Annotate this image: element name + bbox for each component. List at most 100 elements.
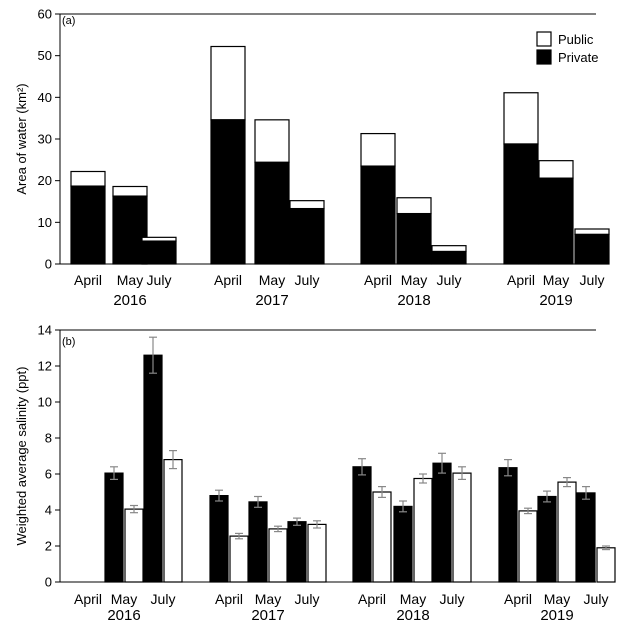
panel-a-y-tick-label: 40 — [38, 90, 52, 105]
panel-a-y-tick-label: 50 — [38, 48, 52, 63]
panel-a-month-label: July — [147, 272, 172, 288]
panel-b-y-tick-label: 0 — [45, 575, 52, 590]
panel-b-month-label: May — [111, 591, 137, 607]
panel-a-month-label: April — [74, 272, 102, 288]
private-bar — [70, 185, 106, 265]
public-bar — [289, 200, 325, 210]
private-bar — [574, 233, 610, 265]
panel-b-month-label: May — [400, 591, 426, 607]
private-bar — [289, 207, 325, 265]
panel-b-month-label: July — [295, 591, 320, 607]
panel-b-y-tick-label: 12 — [38, 359, 52, 374]
private-bar — [360, 165, 396, 265]
panel-b-month-label: July — [440, 591, 465, 607]
panel-b-month-label: July — [151, 591, 176, 607]
public-salinity-bar — [229, 535, 249, 583]
panel-b-y-tick-label: 4 — [45, 503, 52, 518]
panel-a-year-label: 2019 — [539, 292, 572, 309]
panel-b-year-label: 2018 — [396, 607, 429, 623]
panel-a-month-label: July — [580, 272, 605, 288]
public-bar — [396, 197, 432, 215]
panel-a-month-label: May — [401, 272, 427, 288]
private-salinity-bar — [104, 472, 124, 583]
public-bar — [503, 92, 539, 145]
panel-b-label: (b) — [62, 336, 75, 348]
panel-b-month-label: May — [544, 591, 570, 607]
private-salinity-bar — [287, 521, 307, 583]
private-salinity-bar — [352, 466, 372, 583]
panel-a-month-label: May — [117, 272, 143, 288]
panel-b-y-axis-title: Weighted average salinity (ppt) — [14, 367, 29, 546]
private-bar — [112, 195, 148, 265]
legend-label-private: Private — [558, 50, 598, 65]
panel-a-year-label: 2018 — [397, 292, 430, 309]
public-bar — [254, 119, 290, 163]
private-bar — [254, 161, 290, 265]
private-bar — [141, 240, 177, 265]
panel-a-y-tick-label: 60 — [38, 7, 52, 22]
public-salinity-bar — [268, 528, 288, 583]
panel-b-salinity: (b) Weighted average salinity (ppt) 0 2 4 6… — [14, 323, 616, 623]
public-salinity-bar — [452, 472, 472, 583]
panel-b-year-label: 2019 — [540, 607, 573, 623]
public-salinity-bar — [163, 459, 183, 583]
legend-swatch-public — [536, 31, 552, 47]
panel-b-y-tick-label: 2 — [45, 539, 52, 554]
public-salinity-bar — [518, 510, 538, 583]
private-salinity-bar — [498, 467, 518, 583]
panel-b-month-label: April — [74, 591, 102, 607]
panel-b-y-tick-label: 10 — [38, 395, 52, 410]
panel-b-y-tick-label: 6 — [45, 467, 52, 482]
public-bar — [431, 245, 467, 253]
panel-b-y-tick-label: 8 — [45, 431, 52, 446]
private-bar — [396, 212, 432, 265]
public-salinity-bar — [557, 481, 577, 583]
panel-a-y-tick-label: 30 — [38, 132, 52, 147]
panel-a-month-label: July — [437, 272, 462, 288]
private-bar — [538, 177, 574, 265]
panel-a-year-label: 2017 — [255, 292, 288, 309]
private-bar — [210, 119, 246, 265]
legend-label-public: Public — [558, 32, 594, 47]
panel-a-month-label: July — [295, 272, 320, 288]
private-bar — [503, 143, 539, 265]
private-salinity-bar — [143, 354, 163, 583]
panel-a-month-label: April — [214, 272, 242, 288]
private-salinity-bar — [393, 505, 413, 583]
panel-a-month-label: May — [259, 272, 285, 288]
public-bar — [210, 45, 246, 121]
panel-a-legend: Public Private — [536, 31, 598, 65]
private-salinity-bar — [209, 495, 229, 583]
public-bar — [360, 132, 396, 167]
panel-a-y-tick-label: 0 — [45, 257, 52, 272]
public-bar — [574, 228, 610, 236]
panel-a-year-label: 2016 — [113, 292, 146, 309]
panel-a-month-label: April — [364, 272, 392, 288]
public-salinity-bar — [124, 508, 144, 583]
panel-b-month-label: July — [584, 591, 609, 607]
panel-b-month-label: April — [358, 591, 386, 607]
panel-a-y-tick-label: 10 — [38, 215, 52, 230]
legend-swatch-private — [536, 49, 552, 65]
private-salinity-bar — [432, 462, 452, 583]
panel-b-month-label: May — [255, 591, 281, 607]
panel-a-label: (a) — [62, 15, 75, 27]
public-bar — [70, 170, 106, 187]
public-bar — [538, 160, 574, 179]
panel-b-month-label: April — [504, 591, 532, 607]
panel-a-y-axis-title: Area of water (km²) — [14, 83, 29, 194]
public-salinity-bar — [413, 477, 433, 583]
panel-b-year-label: 2017 — [251, 607, 284, 623]
public-bar — [112, 185, 148, 197]
panel-a-month-label: May — [543, 272, 569, 288]
panel-a-y-tick-label: 20 — [38, 173, 52, 188]
panel-b-y-tick-label: 14 — [38, 323, 52, 338]
private-salinity-bar — [576, 492, 596, 583]
public-salinity-bar — [372, 491, 392, 583]
panel-a-month-label: April — [507, 272, 535, 288]
panel-b-year-label: 2016 — [107, 607, 140, 623]
public-salinity-bar — [596, 547, 616, 583]
private-salinity-bar — [537, 495, 557, 583]
private-salinity-bar — [248, 501, 268, 583]
